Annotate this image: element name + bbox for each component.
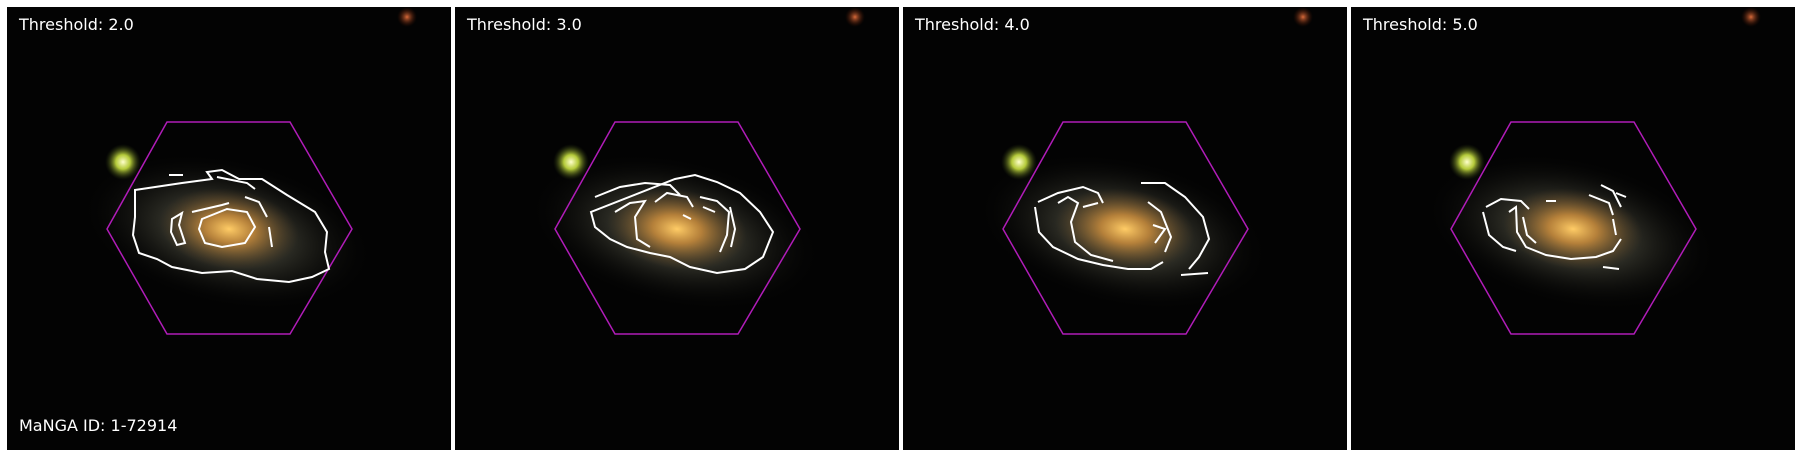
contour-lines — [131, 168, 331, 284]
foreground-star — [105, 144, 141, 180]
ifu-hexagon — [554, 121, 801, 335]
galaxy-bulge — [607, 188, 747, 270]
galaxy-bulge — [1503, 188, 1643, 270]
panel-threshold-5: Threshold: 5.0 — [1351, 7, 1795, 450]
red-star — [1293, 7, 1313, 27]
panel-threshold-4: Threshold: 4.0 — [903, 7, 1347, 450]
contour-lines — [589, 173, 775, 275]
panel-label: Threshold: 2.0 — [19, 15, 134, 34]
panel-threshold-2: Threshold: 2.0 MaNGA ID: 1-72914 — [7, 7, 451, 450]
galaxy-image — [1351, 7, 1795, 450]
galaxy-bulge — [1055, 188, 1195, 270]
foreground-star — [1001, 144, 1037, 180]
ifu-hexagon — [1002, 121, 1249, 335]
galaxy-image — [903, 7, 1347, 450]
galaxy-bulge — [159, 188, 299, 270]
red-star — [845, 7, 865, 27]
foreground-star — [553, 144, 589, 180]
ifu-hexagon — [106, 121, 353, 335]
ifu-hexagon — [1450, 121, 1697, 335]
panel-threshold-3: Threshold: 3.0 — [455, 7, 899, 450]
manga-id-label: MaNGA ID: 1-72914 — [19, 416, 178, 435]
galaxy-image — [455, 7, 899, 450]
contour-lines — [1482, 184, 1627, 270]
red-star — [397, 7, 417, 27]
panel-label: Threshold: 4.0 — [915, 15, 1030, 34]
foreground-star — [1449, 144, 1485, 180]
galaxy-image — [7, 7, 451, 450]
contour-lines — [1034, 182, 1211, 276]
red-star — [1741, 7, 1761, 27]
panel-label: Threshold: 5.0 — [1363, 15, 1478, 34]
panel-label: Threshold: 3.0 — [467, 15, 582, 34]
